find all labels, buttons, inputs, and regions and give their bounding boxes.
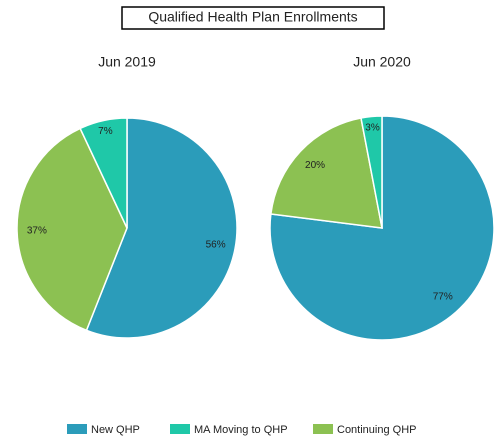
pie-title: Jun 2019: [98, 54, 156, 70]
pie-slice: [85, 117, 238, 339]
legend-label: MA Moving to QHP: [194, 424, 288, 436]
legend-label: Continuing QHP: [337, 424, 417, 436]
data-label: 56%: [206, 240, 226, 251]
pie-slice: [79, 117, 128, 229]
data-label: 3%: [365, 122, 380, 133]
legend-swatch: [313, 424, 333, 434]
legend-swatch: [170, 424, 190, 434]
data-label: 7%: [98, 126, 113, 137]
data-label: 37%: [27, 225, 47, 236]
chart-title: Qualified Health Plan Enrollments: [148, 9, 357, 25]
pie-slice: [270, 117, 383, 229]
data-label: 77%: [433, 292, 453, 303]
legend-swatch: [67, 424, 87, 434]
data-label: 20%: [305, 160, 325, 171]
title-box: [121, 6, 385, 30]
legend-label: New QHP: [91, 424, 140, 436]
pie-slice: [16, 127, 128, 332]
pie-title: Jun 2020: [353, 54, 411, 70]
pie-slice: [360, 115, 383, 229]
